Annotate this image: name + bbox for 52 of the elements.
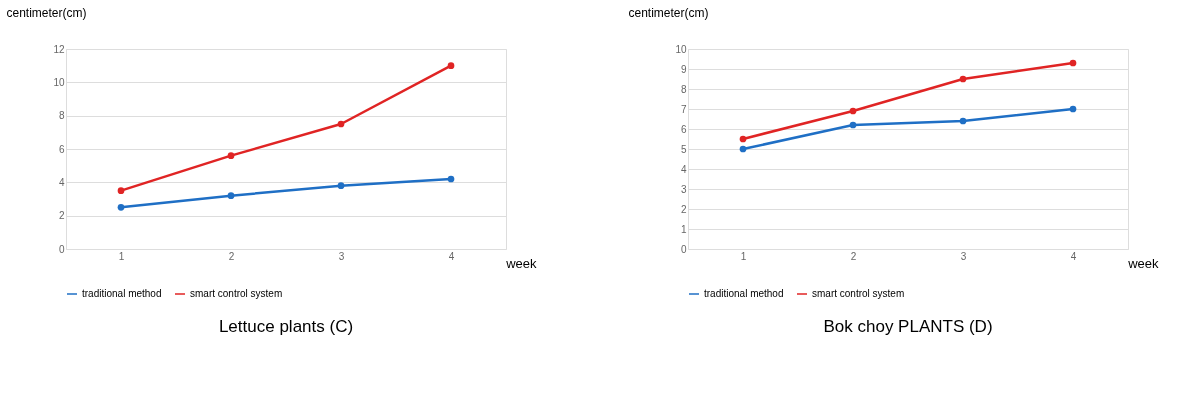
- point: [227, 152, 235, 160]
- y-tick-label: 1: [680, 223, 687, 235]
- point: [337, 120, 345, 128]
- point: [959, 75, 967, 83]
- y-tick-label: 0: [680, 243, 687, 255]
- y-tick-label: 8: [680, 83, 687, 95]
- x-tick-label: 3: [338, 250, 345, 262]
- y-tick-label: 10: [675, 43, 687, 55]
- point: [227, 192, 235, 200]
- y-tick-label: 6: [680, 123, 687, 135]
- point: [1069, 105, 1077, 113]
- point: [959, 117, 967, 125]
- point: [1069, 59, 1077, 67]
- point: [117, 187, 125, 195]
- text: Bok choy PLANTS (D): [823, 317, 993, 336]
- legend-label: smart control system: [190, 288, 283, 299]
- y-axis-title: centimeter(cm): [6, 5, 87, 20]
- point: [739, 145, 747, 153]
- y-tick-label: 9: [680, 63, 687, 75]
- point: [849, 121, 857, 129]
- point: [849, 107, 857, 115]
- y-tick-label: 5: [680, 143, 687, 155]
- x-tick-label: 1: [740, 250, 747, 262]
- y-tick-label: 6: [58, 143, 65, 155]
- y-tick-label: 0: [58, 243, 65, 255]
- point: [117, 203, 125, 211]
- y-tick-label: 2: [58, 210, 65, 222]
- x-tick-label: 2: [228, 250, 235, 262]
- x-tick-label: 3: [960, 250, 967, 262]
- y-axis-title: centimeter(cm): [628, 5, 709, 20]
- y-tick-label: 8: [58, 110, 65, 122]
- legend-label: traditional method: [704, 288, 784, 299]
- x-tick-label: 4: [1070, 250, 1077, 262]
- y-tick-label: 4: [58, 176, 65, 188]
- y-tick-label: 7: [680, 103, 687, 115]
- legend-label: traditional method: [82, 288, 162, 299]
- point: [447, 175, 455, 183]
- y-tick-label: 2: [680, 203, 687, 215]
- y-tick-label: 10: [53, 76, 65, 88]
- x-tick-label: 1: [118, 250, 125, 262]
- y-tick-label: 12: [53, 43, 65, 55]
- x-tick-label: 2: [850, 250, 857, 262]
- text: Lettuce plants (C): [218, 317, 354, 336]
- y-tick-label: 4: [680, 163, 687, 175]
- point: [739, 135, 747, 143]
- point: [447, 62, 455, 70]
- x-axis-title: week: [505, 255, 537, 271]
- x-axis-title: week: [1127, 255, 1159, 271]
- y-tick-label: 3: [680, 183, 687, 195]
- x-tick-label: 4: [448, 250, 455, 262]
- legend-label: smart control system: [812, 288, 905, 299]
- point: [337, 182, 345, 190]
